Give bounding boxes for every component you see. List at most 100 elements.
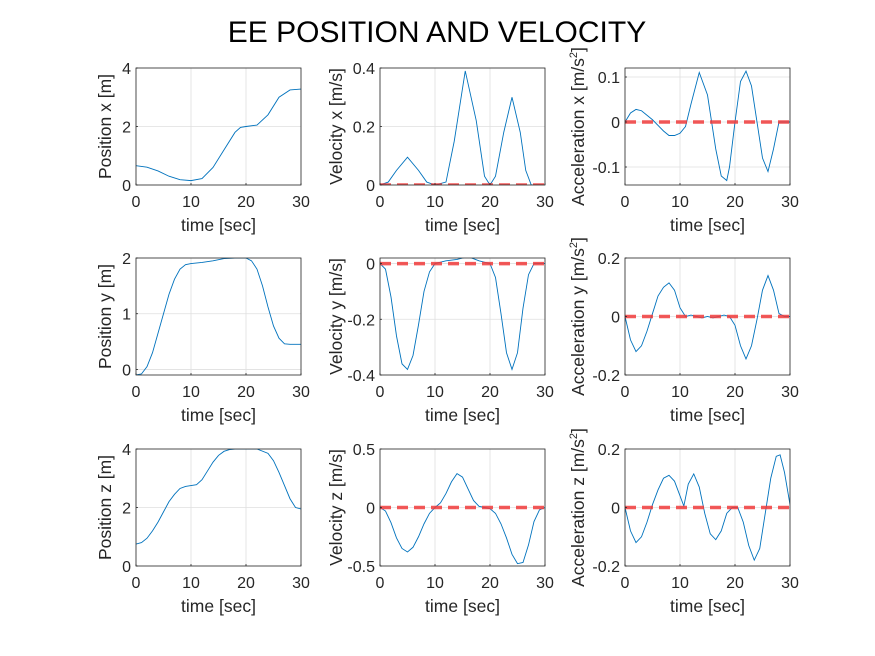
y-tick-label: 0 xyxy=(366,501,375,518)
x-tick-label: 0 xyxy=(376,194,385,211)
x-tick-label: 0 xyxy=(132,194,141,211)
plot-area xyxy=(136,449,301,545)
x-tick-label: 0 xyxy=(376,575,385,592)
y-tick-label: 0.5 xyxy=(353,442,375,459)
x-tick-label: 20 xyxy=(726,575,744,592)
x-tick-label: 20 xyxy=(237,575,255,592)
x-tick-label: 30 xyxy=(292,575,310,592)
plot-area xyxy=(625,274,790,361)
x-tick-label: 30 xyxy=(536,575,554,592)
y-axis-label: Velocity z [m/s] xyxy=(326,449,346,566)
axes-frame xyxy=(379,257,546,376)
y-tick-label: 0 xyxy=(366,178,375,195)
y-axis-label: Position z [m] xyxy=(95,455,115,560)
y-tick-label: -0.2 xyxy=(347,312,375,329)
y-axis-label: Velocity y [m/s] xyxy=(326,258,346,375)
y-axis-label: Acceleration z [m/s2] xyxy=(568,428,588,587)
plot-area xyxy=(136,88,301,182)
x-tick-label: 0 xyxy=(376,384,385,401)
x-tick-label: 10 xyxy=(182,575,200,592)
subplot-1: 0 10 20 30 0 2 4 time [sec] Position x [m] xyxy=(95,61,310,235)
x-tick-label: 0 xyxy=(132,575,141,592)
series-line xyxy=(625,70,790,182)
y-axis-label: Velocity x [m/s] xyxy=(326,68,346,185)
series-line xyxy=(380,70,545,185)
series-line xyxy=(380,472,545,565)
x-tick-label: 30 xyxy=(781,575,799,592)
figure-title: EE POSITION AND VELOCITY xyxy=(228,16,646,49)
subplot-2: 0 10 20 30 0 0.2 0.4 time [sec] Velocity x [m/s] xyxy=(326,61,554,235)
y-tick-label: -0.1 xyxy=(592,160,620,177)
x-tick-label: 20 xyxy=(237,384,255,401)
x-axis-label: time [sec] xyxy=(181,405,256,425)
axes-frame xyxy=(624,67,791,186)
x-tick-label: 30 xyxy=(781,384,799,401)
y-axis-label: Acceleration x [m/s2] xyxy=(568,47,588,206)
x-tick-label: 20 xyxy=(237,194,255,211)
y-tick-label: 4 xyxy=(122,61,131,78)
plot-area xyxy=(136,258,301,375)
y-tick-label: 0 xyxy=(122,362,131,379)
y-tick-label: 0.4 xyxy=(353,61,375,78)
y-tick-label: 0.2 xyxy=(598,442,620,459)
series-line xyxy=(625,454,790,562)
y-tick-label: 0.2 xyxy=(353,120,375,137)
y-tick-label: 2 xyxy=(122,120,131,137)
x-axis-label: time [sec] xyxy=(425,215,500,235)
y-tick-label: -0.2 xyxy=(592,368,620,385)
plot-area xyxy=(380,70,545,185)
x-tick-label: 20 xyxy=(481,194,499,211)
y-tick-label: 0.2 xyxy=(598,251,620,268)
x-tick-label: 30 xyxy=(292,384,310,401)
subplot-4: 0 10 20 30 0 1 2 time [sec] Position y [m] xyxy=(95,251,310,425)
y-tick-label: 0 xyxy=(611,115,620,132)
x-tick-label: 10 xyxy=(426,575,444,592)
y-tick-label: 2 xyxy=(122,251,131,268)
x-axis-label: time [sec] xyxy=(425,596,500,616)
x-tick-label: 10 xyxy=(426,194,444,211)
x-tick-label: 10 xyxy=(182,384,200,401)
series-line xyxy=(136,258,301,375)
subplot-5: 0 10 20 30 -0.4 -0.2 0 time [sec] Velocity y [m/… xyxy=(326,257,554,425)
series-line xyxy=(625,274,790,361)
x-axis-label: time [sec] xyxy=(181,596,256,616)
y-axis-label: Position x [m] xyxy=(95,74,115,179)
x-tick-label: 20 xyxy=(481,384,499,401)
y-tick-label: 0 xyxy=(611,501,620,518)
x-tick-label: 10 xyxy=(671,575,689,592)
x-tick-label: 30 xyxy=(292,194,310,211)
y-tick-label: -0.2 xyxy=(592,559,620,576)
x-tick-label: 30 xyxy=(536,194,554,211)
series-line xyxy=(136,449,301,545)
x-tick-label: 0 xyxy=(621,384,630,401)
y-axis-label: Position y [m] xyxy=(95,264,115,369)
y-axis-label: Acceleration y [m/s2] xyxy=(568,237,588,396)
x-axis-label: time [sec] xyxy=(670,405,745,425)
plot-area xyxy=(380,472,545,565)
y-tick-label: 0.1 xyxy=(598,70,620,87)
series-line xyxy=(136,88,301,182)
x-tick-label: 10 xyxy=(182,194,200,211)
x-tick-label: 20 xyxy=(481,575,499,592)
y-tick-label: 2 xyxy=(122,501,131,518)
subplot-7: 0 10 20 30 0 2 4 time [sec] Position z [m] xyxy=(95,442,310,616)
y-tick-label: -0.4 xyxy=(347,368,375,385)
x-tick-label: 20 xyxy=(726,194,744,211)
axes-frame xyxy=(135,257,302,376)
series-line xyxy=(380,258,545,371)
y-tick-label: 4 xyxy=(122,442,131,459)
x-tick-label: 0 xyxy=(621,575,630,592)
y-tick-label: 1 xyxy=(122,307,131,324)
x-tick-label: 10 xyxy=(671,194,689,211)
plot-area xyxy=(380,258,545,371)
x-axis-label: time [sec] xyxy=(425,405,500,425)
y-tick-label: -0.5 xyxy=(347,559,375,576)
x-tick-label: 30 xyxy=(781,194,799,211)
x-axis-label: time [sec] xyxy=(670,596,745,616)
